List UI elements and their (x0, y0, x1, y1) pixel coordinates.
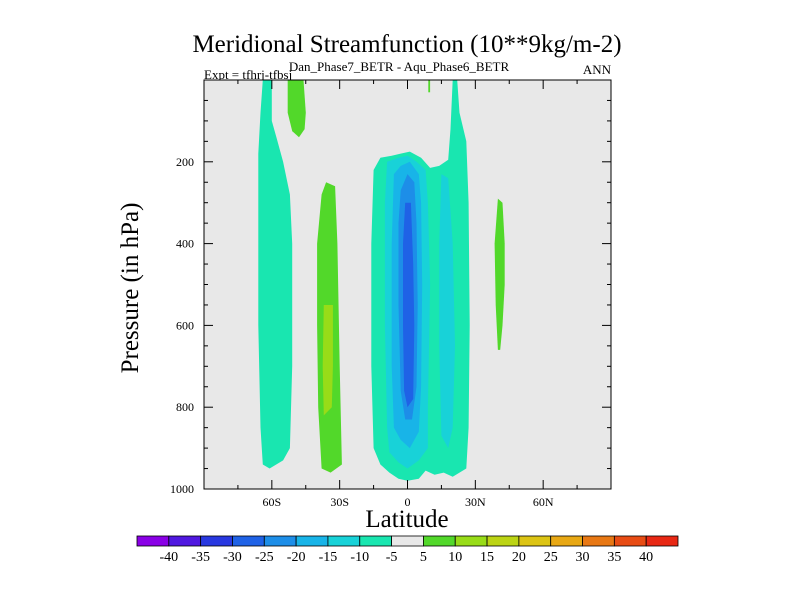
x-axis-label: Latitude (365, 506, 448, 533)
colorbar-label: 15 (480, 550, 494, 565)
contour-sh-mid-core (322, 305, 333, 416)
colorbar-box (613, 535, 647, 547)
contour-eq-green-strip (428, 80, 431, 93)
colorbar-label: 20 (512, 550, 526, 565)
x-tick-label: 60N (533, 495, 554, 509)
chart-title: Meridional Streamfunction (10**9kg/m-2) (192, 31, 621, 58)
y-tick-label: 1000 (170, 482, 194, 496)
colorbar-box (136, 535, 170, 547)
season-label: ANN (583, 62, 612, 77)
colorbar-label: -25 (255, 550, 274, 565)
colorbar-box (200, 535, 233, 547)
contour-nh-tropics-band (439, 174, 455, 449)
x-tick-label: 60S (262, 495, 281, 509)
chart-subtitle: Dan_Phase7_BETR - Aqu_Phase6_BETR (289, 59, 510, 74)
y-tick-label: 400 (176, 237, 194, 251)
y-tick-label: 200 (176, 155, 194, 169)
colorbar-box (486, 535, 520, 547)
colorbar-label: -20 (287, 550, 306, 565)
colorbar-box (454, 535, 488, 547)
colorbar-box (582, 535, 615, 547)
colorbar-label: -40 (159, 550, 178, 565)
colorbar-box (550, 535, 583, 547)
colorbar-box (232, 535, 265, 547)
colorbar-label: -15 (319, 550, 338, 565)
y-axis-label: Pressure (in hPa) (117, 203, 144, 374)
x-tick-label: 0 (405, 495, 411, 509)
colorbar-label: 40 (639, 550, 653, 565)
plot-area (204, 80, 611, 489)
colorbar-box (327, 535, 361, 547)
axes: 60S 30S 0 30N 60N 200 400 600 800 1000 (170, 79, 612, 509)
colorbar-box (423, 535, 456, 547)
colorbar-box (168, 535, 202, 547)
colorbar-label: 30 (576, 550, 590, 565)
colorbar-box (295, 535, 329, 547)
y-tick-label: 600 (176, 318, 194, 332)
colorbar: -40 -35 -30 -25 -20 -15 -10 -5 5 10 15 20 25 30 35 40 (136, 535, 679, 565)
colorbar-label: -35 (191, 550, 210, 565)
contour-tropics-core (403, 202, 415, 408)
colorbar-label: -30 (223, 550, 242, 565)
colorbar-box (391, 535, 424, 547)
colorbar-label: -5 (386, 550, 398, 565)
x-tick-label: 30S (330, 495, 349, 509)
contour-sh-polar-green (287, 80, 306, 138)
colorbar-box (359, 535, 392, 547)
contour-sh-polar-band (258, 80, 293, 469)
colorbar-label: 5 (420, 550, 427, 565)
colorbar-box (518, 535, 552, 547)
colorbar-box (645, 535, 679, 547)
experiment-label: Expt = tfhrj-tfbsj (204, 67, 292, 82)
colorbar-box (263, 535, 297, 547)
x-tick-label: 30N (465, 495, 486, 509)
colorbar-label: 35 (607, 550, 621, 565)
colorbar-label: -10 (350, 550, 369, 565)
colorbar-label: 10 (448, 550, 462, 565)
colorbar-label: 25 (544, 550, 558, 565)
contour-nh-mid-green (494, 198, 505, 350)
y-tick-label: 800 (176, 400, 194, 414)
